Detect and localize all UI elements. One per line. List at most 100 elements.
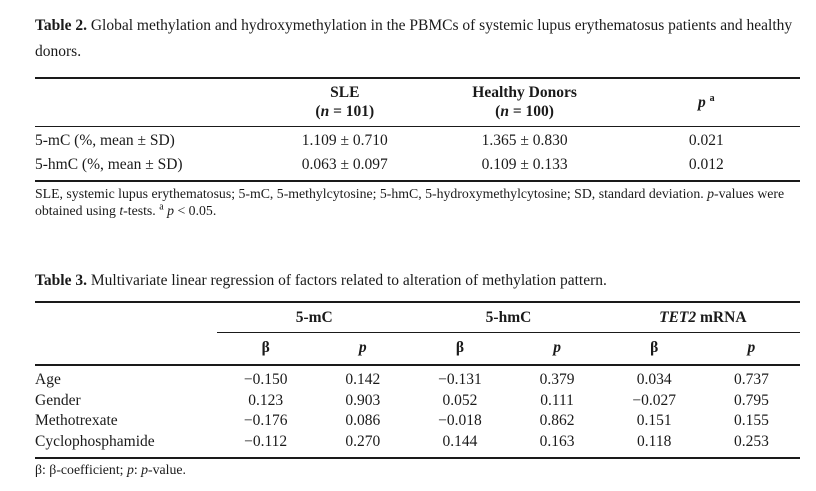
- table2-header-sle-n: (n = 101): [253, 102, 437, 121]
- cell-value: 0.155: [733, 412, 769, 429]
- t-symbol: t: [119, 202, 124, 218]
- cell-5mc-healthy: 1.365 ± 0.830: [481, 132, 568, 149]
- p-symbol: p: [167, 202, 174, 218]
- row-label-5mc: 5-mC (%, mean ± SD): [35, 132, 175, 149]
- beta-symbol: β: [455, 339, 465, 356]
- table3-group-5hmc: 5-hmC: [411, 302, 606, 333]
- cell-value: 0.142: [345, 371, 381, 388]
- table-row: 5-mC (%, mean ± SD) 1.109 ± 0.710 1.365 …: [35, 127, 800, 154]
- group-text: 5-mC: [295, 309, 333, 326]
- table-row: Age −0.150 0.142 −0.131 0.379 0.034 0.73…: [35, 365, 800, 391]
- table3-header-empty: [35, 302, 217, 333]
- table2-header-healthy-n: (n = 100): [437, 102, 613, 121]
- cell-value: 0.862: [539, 412, 575, 429]
- p-symbol: p: [697, 93, 706, 111]
- cell-value: −0.018: [438, 412, 482, 429]
- row-label-cyclophosphamide: Cyclophosphamide: [35, 432, 155, 450]
- footnote-text: -values were obtained using: [35, 186, 785, 218]
- subheader-beta: β: [411, 332, 509, 366]
- footnote-text: -tests.: [123, 202, 160, 218]
- table2-header-row: SLE (n = 101) Healthy Donors (n = 100) p…: [35, 78, 800, 127]
- table2-header-p: p a: [612, 78, 800, 127]
- table2-header-healthy-name: Healthy Donors: [472, 84, 577, 101]
- table3-group-header-row: 5-mC 5-hmC TET2 mRNA: [35, 302, 800, 333]
- n-count: = 101): [329, 103, 375, 120]
- subheader-p: p: [314, 332, 412, 366]
- group-text: mRNA: [696, 309, 747, 326]
- cell-value: 0.163: [539, 432, 575, 450]
- table2-header-empty: [35, 78, 254, 127]
- paren: (: [315, 103, 321, 120]
- cell-value: 0.111: [540, 391, 574, 409]
- p-symbol: p: [126, 462, 134, 477]
- cell-value: −0.027: [632, 391, 677, 409]
- cell-value: 0.151: [636, 412, 672, 429]
- cell-value: 0.144: [442, 432, 478, 450]
- table2-caption-label: Table 2.: [35, 17, 87, 34]
- table-row: Gender 0.123 0.903 0.052 0.111 −0.027 0.…: [35, 391, 800, 412]
- tet2-gene-symbol: TET2: [659, 309, 697, 326]
- cell-value: −0.150: [243, 371, 288, 388]
- n-symbol: n: [320, 103, 330, 120]
- table2: SLE (n = 101) Healthy Donors (n = 100) p…: [35, 77, 800, 182]
- p-symbol: p: [707, 186, 715, 201]
- cell-value: −0.176: [243, 412, 288, 429]
- cell-5hmc-p: 0.012: [688, 156, 724, 173]
- cell-value: 0.118: [637, 432, 672, 450]
- table3-group-tet2: TET2 mRNA: [605, 302, 800, 333]
- table3-group-5mc: 5-mC: [217, 302, 412, 333]
- table-row: 5-hmC (%, mean ± SD) 0.063 ± 0.097 0.109…: [35, 153, 800, 181]
- beta-symbol: β: [261, 339, 270, 356]
- cell-value: 0.737: [733, 371, 769, 388]
- cell-5mc-p: 0.021: [688, 132, 724, 149]
- cell-value: −0.131: [438, 371, 482, 388]
- n-count: = 100): [508, 103, 554, 120]
- cell-value: 0.903: [345, 391, 381, 409]
- cell-value: 0.086: [345, 412, 381, 429]
- table3-subheader-row: β p β p β p: [35, 332, 800, 366]
- cell-value: 0.379: [539, 371, 575, 388]
- cell-5hmc-healthy: 0.109 ± 0.133: [481, 156, 568, 173]
- row-label-gender: Gender: [35, 391, 81, 409]
- cell-value: 0.795: [733, 391, 769, 409]
- cell-value: −0.112: [244, 432, 288, 450]
- table-row: Cyclophosphamide −0.112 0.270 0.144 0.16…: [35, 432, 800, 459]
- cell-value: 0.123: [248, 391, 284, 409]
- cell-value: 0.052: [442, 391, 478, 409]
- table3-caption-label: Table 3.: [35, 272, 87, 289]
- row-label-5hmc: 5-hmC (%, mean ± SD): [35, 156, 183, 173]
- row-label-methotrexate: Methotrexate: [35, 412, 118, 429]
- footnote-marker-a: a: [159, 200, 164, 212]
- table2-header-sle-name: SLE: [330, 84, 360, 101]
- subheader-p: p: [508, 332, 606, 366]
- cell-value: 0.034: [636, 371, 672, 388]
- footnote-text: :: [133, 462, 142, 477]
- p-symbol: p: [553, 339, 561, 356]
- p-symbol: p: [358, 339, 367, 356]
- table2-header-healthy: Healthy Donors (n = 100): [436, 78, 613, 127]
- subheader-beta: β: [605, 332, 703, 366]
- group-text: 5-hmC: [485, 309, 532, 326]
- table-row: Methotrexate −0.176 0.086 −0.018 0.862 0…: [35, 411, 800, 432]
- subheader-beta: β: [217, 332, 315, 366]
- footnote-text: SLE, systemic lupus erythematosus; 5-mC,…: [35, 186, 708, 201]
- table3: 5-mC 5-hmC TET2 mRNA β p β p β p Age −0.…: [35, 301, 800, 459]
- row-label-age: Age: [35, 371, 61, 388]
- table3-footnote: β: β-coefficient; p: p-value.: [35, 462, 800, 479]
- table2-footnote: SLE, systemic lupus erythematosus; 5-mC,…: [35, 186, 800, 219]
- table2-caption-text: Global methylation and hydroxymethylatio…: [35, 17, 793, 60]
- footnote-text: -value.: [148, 462, 186, 477]
- p-symbol: p: [141, 462, 149, 477]
- table3-caption: Table 3. Multivariate linear regression …: [35, 268, 800, 294]
- subheader-p: p: [702, 332, 800, 366]
- table3-caption-text: Multivariate linear regression of factor…: [86, 272, 607, 289]
- table2-header-sle: SLE (n = 101): [253, 78, 437, 127]
- table2-caption: Table 2. Global methylation and hydroxym…: [35, 13, 800, 65]
- beta-symbol: β: [650, 339, 659, 356]
- cell-value: 0.253: [733, 432, 769, 450]
- p-symbol: p: [747, 339, 756, 356]
- cell-5mc-sle: 1.109 ± 0.710: [301, 132, 388, 149]
- cell-value: 0.270: [345, 432, 381, 450]
- cell-5hmc-sle: 0.063 ± 0.097: [301, 156, 388, 173]
